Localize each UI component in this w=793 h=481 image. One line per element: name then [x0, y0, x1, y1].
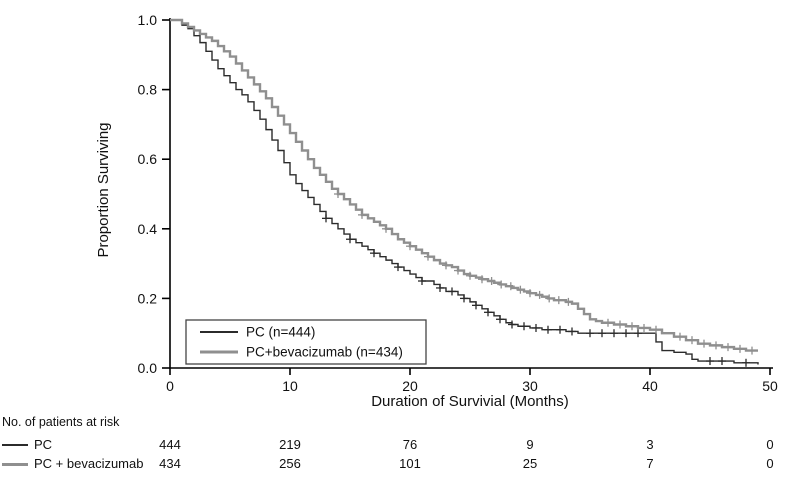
at-risk-row-label: PC — [34, 437, 53, 452]
at-risk-count: 256 — [279, 456, 301, 471]
at-risk-count: 444 — [159, 437, 181, 452]
at-risk-count: 434 — [159, 456, 181, 471]
svg-text:0.0: 0.0 — [138, 360, 158, 376]
at-risk-row: PC + bevacizumab 434 256 101 25 7 0 — [0, 455, 793, 473]
series-swatch — [2, 444, 28, 446]
survival-chart: 0.0 0.2 0.4 0.6 0.8 1.0 0 10 20 30 40 50 PC (n=444) P… — [138, 12, 778, 394]
y-axis-label: Proportion Surviving — [95, 122, 112, 258]
at-risk-count: 3 — [646, 437, 654, 452]
svg-text:50: 50 — [762, 378, 778, 394]
x-axis-label: Duration of Survivial (Months) — [371, 393, 569, 410]
at-risk-row-label: PC + bevacizumab — [34, 456, 144, 471]
at-risk-count: 0 — [766, 437, 774, 452]
svg-text:PC (n=444): PC (n=444) — [246, 325, 315, 340]
at-risk-count: 0 — [766, 456, 774, 471]
svg-text:20: 20 — [402, 378, 418, 394]
svg-text:0: 0 — [166, 378, 174, 394]
at-risk-count: 76 — [402, 437, 418, 452]
at-risk-count: 9 — [526, 437, 534, 452]
at-risk-count: 101 — [399, 456, 421, 471]
at-risk-row: PC 444 219 76 9 3 0 — [0, 436, 793, 454]
svg-text:40: 40 — [642, 378, 658, 394]
at-risk-count: 7 — [646, 456, 654, 471]
svg-text:30: 30 — [522, 378, 538, 394]
svg-text:0.8: 0.8 — [138, 82, 158, 98]
series-swatch — [2, 463, 28, 466]
at-risk-header: No. of patients at risk — [2, 415, 120, 429]
svg-text:0.2: 0.2 — [138, 290, 158, 306]
svg-text:0.6: 0.6 — [138, 151, 158, 167]
at-risk-count: 25 — [522, 456, 538, 471]
at-risk-count: 219 — [279, 437, 301, 452]
svg-text:10: 10 — [282, 378, 298, 394]
svg-text:1.0: 1.0 — [138, 12, 158, 28]
svg-text:PC+bevacizumab (n=434): PC+bevacizumab (n=434) — [246, 345, 403, 360]
svg-text:0.4: 0.4 — [138, 221, 158, 237]
